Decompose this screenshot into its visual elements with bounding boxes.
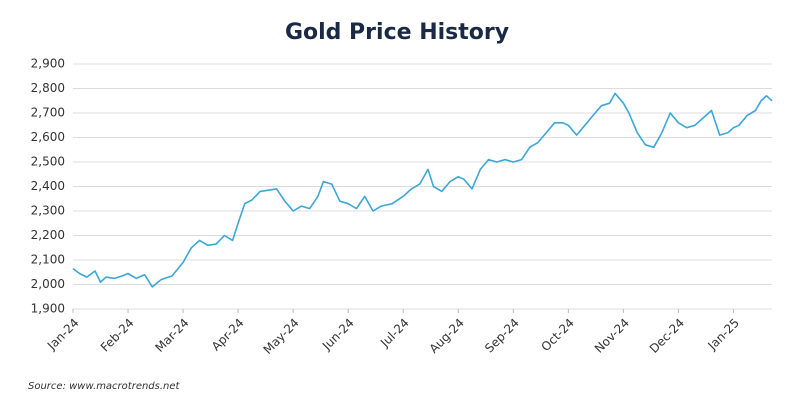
x-tick-label: Feb-24 <box>98 316 137 355</box>
source-note: Source: www.macrotrends.net <box>28 381 181 392</box>
y-tick-label: 2,100 <box>31 253 65 267</box>
x-tick-label: Nov-24 <box>592 316 632 356</box>
y-tick-label: 2,700 <box>31 106 65 120</box>
x-tick-label: Oct-24 <box>539 316 577 354</box>
x-tick-label: Jan-25 <box>705 316 743 354</box>
y-tick-label: 1,900 <box>31 302 65 316</box>
x-tick-label: Apr-24 <box>209 316 247 354</box>
x-tick-label: Jan-24 <box>44 316 82 354</box>
y-tick-label: 2,200 <box>31 228 65 242</box>
y-tick-label: 2,600 <box>31 130 65 144</box>
chart-title: Gold Price History <box>285 20 509 45</box>
y-tick-label: 2,900 <box>31 57 65 71</box>
x-tick-label: Dec-24 <box>647 316 687 356</box>
price-line <box>72 92 773 288</box>
x-tick-label: Sep-24 <box>482 316 522 356</box>
x-tick-label: Mar-24 <box>152 316 191 355</box>
y-tick-label: 2,000 <box>31 277 65 291</box>
x-tick-label: Aug-24 <box>427 316 467 356</box>
y-tick-label: 2,400 <box>31 179 65 193</box>
y-tick-label: 2,800 <box>31 81 65 95</box>
x-tick-label: Jul-24 <box>377 316 412 351</box>
x-tick-label: May-24 <box>261 316 302 357</box>
x-tick-label: Jun-24 <box>319 316 357 354</box>
y-tick-label: 2,500 <box>31 155 65 169</box>
y-tick-label: 2,300 <box>31 204 65 218</box>
